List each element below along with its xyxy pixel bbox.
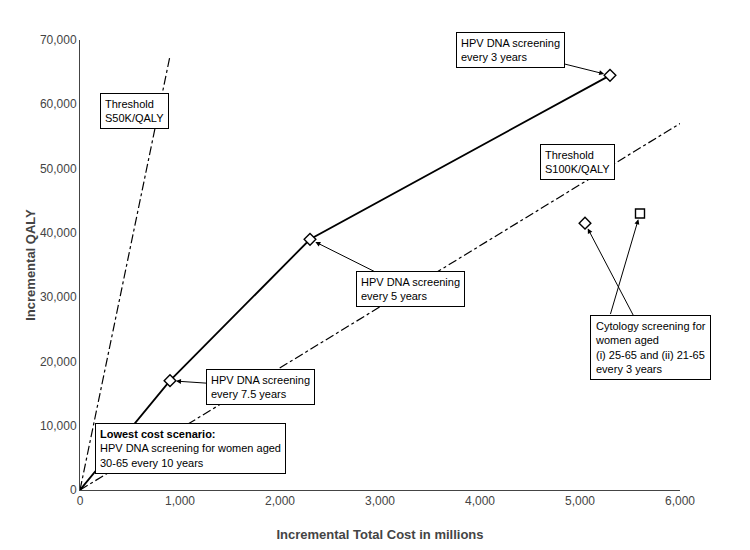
svg-text:30,000: 30,000 bbox=[40, 290, 77, 304]
svg-text:4,000: 4,000 bbox=[465, 494, 495, 508]
svg-text:ThresholdS100K/QALY: ThresholdS100K/QALY bbox=[545, 149, 610, 175]
svg-text:10,000: 10,000 bbox=[40, 419, 77, 433]
svg-text:50,000: 50,000 bbox=[40, 162, 77, 176]
svg-text:5,000: 5,000 bbox=[565, 494, 595, 508]
svg-text:2,000: 2,000 bbox=[265, 494, 295, 508]
svg-text:60,000: 60,000 bbox=[40, 97, 77, 111]
svg-text:3,000: 3,000 bbox=[365, 494, 395, 508]
svg-text:20,000: 20,000 bbox=[40, 355, 77, 369]
svg-text:Cytology screening forwomen ag: Cytology screening forwomen aged(i) 25-6… bbox=[595, 320, 706, 375]
svg-text:HPV DNA screeningevery 7.5 yea: HPV DNA screeningevery 7.5 years bbox=[211, 374, 310, 400]
svg-text:Lowest cost scenario:HPV DNA s: Lowest cost scenario:HPV DNA screening f… bbox=[100, 428, 281, 469]
svg-text:6,000: 6,000 bbox=[665, 494, 695, 508]
svg-text:Incremental Total Cost in mill: Incremental Total Cost in millions bbox=[276, 527, 483, 542]
svg-text:HPV DNA screeningevery 3 years: HPV DNA screeningevery 3 years bbox=[461, 37, 560, 63]
svg-text:40,000: 40,000 bbox=[40, 226, 77, 240]
svg-text:0: 0 bbox=[77, 494, 84, 508]
svg-text:1,000: 1,000 bbox=[165, 494, 195, 508]
svg-text:HPV DNA screeningevery 5 years: HPV DNA screeningevery 5 years bbox=[361, 276, 460, 302]
svg-text:0: 0 bbox=[70, 483, 77, 497]
svg-text:ThresholdS50K/QALY: ThresholdS50K/QALY bbox=[105, 98, 164, 124]
svg-text:Incremental QALY: Incremental QALY bbox=[23, 209, 38, 321]
svg-text:70,000: 70,000 bbox=[40, 33, 77, 47]
